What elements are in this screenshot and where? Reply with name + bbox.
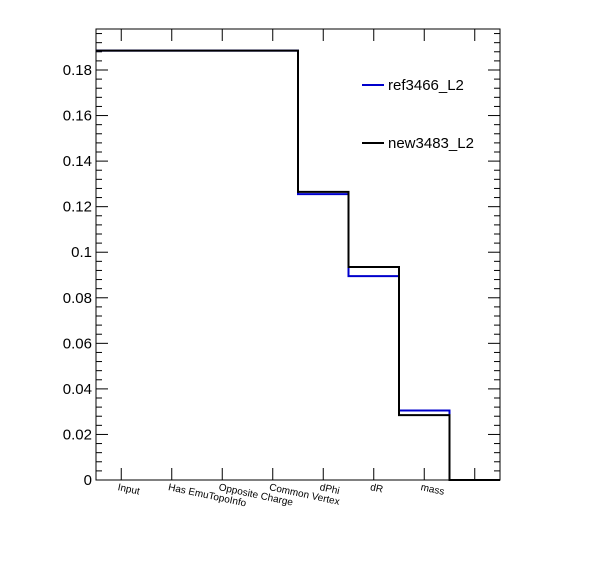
y-tick-label: 0.04 [63,381,92,398]
y-tick-label: 0.12 [63,199,92,216]
y-tick-label: 0.08 [63,290,92,307]
y-tick-label: 0.02 [63,426,92,443]
y-tick-label: 0.1 [71,244,92,261]
x-tick-label: Input [117,482,141,497]
legend-label: new3483_L2 [388,135,474,152]
y-tick-label: 0 [84,472,92,489]
x-tick-label: dPhi [319,482,341,497]
series-line-new3483_L2 [96,49,500,481]
y-axis: 0 0.02 0.04 0.06 0.08 0.1 0.12 0.14 0.16 0.18 [63,33,500,489]
x-tick-label: dR [369,482,384,495]
y-tick-label: 0.16 [63,108,92,125]
series-group [96,49,500,481]
plot-frame [95,28,501,481]
y-tick-label: 0.18 [63,62,92,79]
legend-label: ref3466_L2 [388,77,464,94]
y-tick-label: 0.14 [63,153,92,170]
legend: ref3466_L2 new3483_L2 [362,77,474,152]
y-tick-label: 0.06 [63,335,92,352]
x-tick-label: mass [420,482,446,498]
